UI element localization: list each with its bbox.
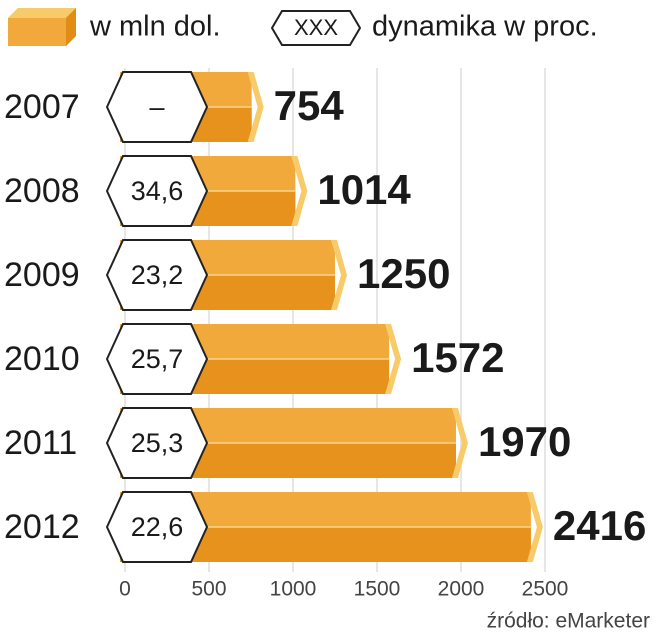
x-tick-label: 1000 bbox=[270, 578, 317, 601]
year-label: 2011 bbox=[4, 424, 77, 462]
x-tick-label: 2000 bbox=[438, 578, 485, 601]
bar-cap bbox=[526, 492, 543, 562]
legend-label: dynamika w proc. bbox=[372, 11, 598, 43]
growth-label: 25,7 bbox=[131, 344, 184, 374]
legend-symbol-text: XXX bbox=[294, 15, 338, 40]
legend-icon-side bbox=[66, 8, 76, 46]
growth-label: 25,3 bbox=[131, 428, 184, 458]
year-label: 2012 bbox=[4, 508, 80, 546]
bar-cap bbox=[247, 72, 264, 142]
bar-cap bbox=[385, 324, 402, 394]
x-tick-label: 1500 bbox=[354, 578, 401, 601]
year-label: 2010 bbox=[4, 340, 80, 378]
x-tick-label: 500 bbox=[191, 578, 226, 601]
bar-cap bbox=[291, 156, 308, 226]
value-label: 1250 bbox=[357, 250, 450, 297]
legend-hexagon bbox=[270, 10, 362, 46]
year-label: 2008 bbox=[4, 172, 80, 210]
growth-label: 22,6 bbox=[131, 512, 184, 542]
growth-label: 23,2 bbox=[131, 260, 184, 290]
bar-cap bbox=[451, 408, 468, 478]
growth-hexagon bbox=[105, 71, 209, 143]
bar-cap bbox=[331, 240, 347, 310]
legend: w mln dol. XXX dynamika w proc. bbox=[8, 8, 598, 46]
year-label: 2009 bbox=[4, 256, 80, 294]
growth-hexagon bbox=[105, 239, 209, 311]
growth-hexagon bbox=[105, 155, 209, 227]
value-label: 1014 bbox=[317, 166, 411, 213]
value-label: 2416 bbox=[553, 502, 646, 549]
grid bbox=[124, 68, 546, 572]
growth-label: – bbox=[149, 92, 164, 122]
legend-label: w mln dol. bbox=[89, 11, 221, 43]
growth-label: 34,6 bbox=[131, 176, 184, 206]
source: źródło: eMarketer bbox=[487, 610, 650, 633]
value-label: 754 bbox=[274, 82, 345, 129]
x-tick-label: 0 bbox=[119, 578, 131, 601]
growth-hexagon bbox=[105, 407, 209, 479]
legend-icon-top bbox=[8, 8, 76, 18]
growth-hexagon bbox=[105, 491, 209, 563]
year-label: 2007 bbox=[4, 88, 80, 126]
x-tick-label: 2500 bbox=[522, 578, 569, 601]
value-label: 1572 bbox=[411, 334, 504, 381]
growth-hexagon bbox=[105, 323, 209, 395]
value-label: 1970 bbox=[478, 418, 571, 465]
